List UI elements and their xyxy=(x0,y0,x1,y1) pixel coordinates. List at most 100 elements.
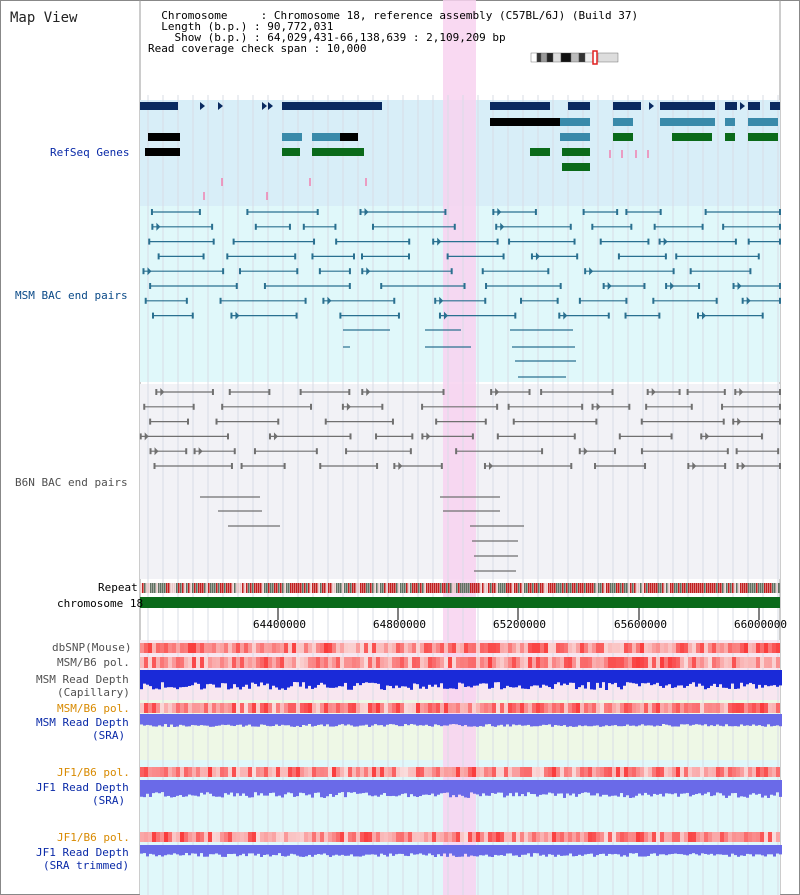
msm-depth-sra-bar xyxy=(602,714,605,727)
jf1-depth-trimmed-bar xyxy=(251,845,254,854)
jf1-b6-pol-trimmed-cell xyxy=(272,832,276,842)
b6n-bac-pair-arrow xyxy=(346,402,351,411)
msm-depth-sra-bar xyxy=(557,714,560,726)
b6n-bac-pair-end xyxy=(611,389,614,395)
jf1-depth-trimmed-bar xyxy=(599,845,602,854)
msm-bac-pair-end xyxy=(530,253,533,260)
msm-b6-pol-cell xyxy=(228,657,232,668)
gene-exon xyxy=(560,118,590,126)
jf1-depth-sra-bar xyxy=(224,780,227,794)
msm-b6-pol-cell xyxy=(628,657,632,668)
jf1-b6-pol-trimmed-cell xyxy=(384,832,388,842)
msm-b6-pol-cell xyxy=(596,657,600,668)
jf1-depth-trimmed-bar xyxy=(722,845,725,855)
b6n-bac-pair-end xyxy=(349,433,352,440)
jf1-depth-sra-bar xyxy=(317,780,320,793)
msm-b6-pol-cell xyxy=(144,657,148,668)
msm-depth-sra-label[interactable]: MSM Read Depth xyxy=(36,716,129,729)
jf1-depth-sra-bar xyxy=(530,780,533,794)
msm-bac-label[interactable]: MSM BAC end pairs xyxy=(15,289,128,302)
msm-b6-pol-cell xyxy=(560,657,564,668)
jf1-b6-pol-trimmed-cell xyxy=(260,832,264,842)
msm-depth-sra-bar xyxy=(230,714,233,726)
msm-depth-capillary-bar xyxy=(539,670,542,688)
jf1-b6-pol-cell xyxy=(212,767,216,777)
msm-depth-capillary-bar xyxy=(416,670,419,685)
repeat-mark xyxy=(748,583,750,593)
jf1-b6-pol-trimmed-cell xyxy=(764,832,768,842)
jf1-depth-sra-bar xyxy=(476,780,479,795)
msm-b6-pol-sra-cell xyxy=(664,703,668,713)
jf1-depth-sra-bar xyxy=(380,780,383,795)
msm-depth-capillary-bar xyxy=(473,670,476,686)
jf1-depth-sra-bar xyxy=(323,780,326,798)
jf1-depth-trimmed-bar xyxy=(575,845,578,857)
repeat-mark xyxy=(182,583,184,593)
repeat-mark xyxy=(462,583,464,593)
repeat-mark xyxy=(590,583,592,593)
jf1-depth-trimmed-bar xyxy=(590,845,593,854)
msm-bac-pair-end xyxy=(616,209,619,215)
jf1-b6-pol-cell xyxy=(752,767,756,777)
jf1-depth-trimmed-bar xyxy=(347,845,350,856)
jf1-depth-sra-bar xyxy=(752,780,755,794)
msm-b6-pol-sra-cell xyxy=(668,703,672,713)
repeat-mark xyxy=(404,583,406,593)
dbsnp-cell xyxy=(284,643,288,653)
msm-depth-capillary-bar xyxy=(260,670,263,683)
jf1-depth-sra-label[interactable]: JF1 Read Depth xyxy=(36,781,129,794)
dbsnp-cell xyxy=(248,643,252,653)
jf1-b6-pol-trimmed-cell xyxy=(412,832,416,842)
jf1-depth-sra-bar xyxy=(242,780,245,794)
dbsnp-label[interactable]: dbSNP(Mouse) xyxy=(52,641,132,654)
dbsnp-cell xyxy=(676,643,680,653)
jf1-depth-sra-bar xyxy=(167,780,170,796)
jf1-b6-pol-cell xyxy=(472,767,476,777)
jf1-b6-pol-trimmed-label[interactable]: JF1/B6 pol. xyxy=(57,831,130,844)
gene-exon xyxy=(613,102,641,110)
msm-depth-sra-bar xyxy=(779,714,782,727)
msm-b6-pol-sra-label[interactable]: MSM/B6 pol. xyxy=(57,702,130,715)
jf1-b6-pol-cell xyxy=(588,767,592,777)
jf1-depth-trimmed-label[interactable]: JF1 Read Depth xyxy=(36,846,129,859)
msm-bac-pair-end xyxy=(665,283,668,289)
msm-b6-pol-label[interactable]: MSM/B6 pol. xyxy=(57,656,130,669)
jf1-b6-pol-trimmed-cell xyxy=(680,832,684,842)
jf1-b6-pol-trimmed-cell xyxy=(148,832,152,842)
msm-b6-pol-sra-cell xyxy=(412,703,416,713)
gene-arrow xyxy=(268,102,273,110)
dbsnp-cell xyxy=(380,643,384,653)
jf1-b6-pol-trimmed-cell xyxy=(376,832,380,842)
msm-depth-capillary-label[interactable]: MSM Read Depth xyxy=(36,673,129,686)
msm-b6-pol-sra-cell xyxy=(340,703,344,713)
msm-depth-capillary-bar xyxy=(155,670,158,689)
jf1-b6-pol-label[interactable]: JF1/B6 pol. xyxy=(57,766,130,779)
jf1-b6-pol-cell xyxy=(208,767,212,777)
b6n-bac-pair-end xyxy=(193,448,196,455)
b6n-bac-label[interactable]: B6N BAC end pairs xyxy=(15,476,128,489)
msm-bac-pair-arrow xyxy=(497,208,502,216)
msm-b6-pol-sra-cell xyxy=(680,703,684,713)
refseq-genes-label[interactable]: RefSeq Genes xyxy=(50,146,130,159)
msm-b6-pol-sra-cell xyxy=(700,703,704,713)
jf1-depth-trimmed-bar xyxy=(665,845,668,856)
jf1-depth-trimmed-bar xyxy=(320,845,323,855)
msm-depth-sra-bar xyxy=(683,714,686,725)
msm-b6-pol-sra-cell xyxy=(696,703,700,713)
chromosome-label: chromosome 18 xyxy=(57,597,144,610)
msm-depth-sra-bar xyxy=(371,714,374,726)
jf1-depth-trimmed-bar xyxy=(398,845,401,854)
jf1-depth-trimmed-bar xyxy=(752,845,755,857)
jf1-depth-trimmed-bar xyxy=(671,845,674,854)
jf1-b6-pol-trimmed-cell xyxy=(672,832,676,842)
jf1-depth-sra-bar xyxy=(521,780,524,795)
msm-bac-pair-end xyxy=(664,253,667,260)
msm-depth-sra-bar xyxy=(428,714,431,727)
msm-depth-sra-bar xyxy=(752,714,755,725)
msm-depth-sra-bar xyxy=(320,714,323,725)
repeat-mark xyxy=(442,583,444,593)
dbsnp-cell xyxy=(268,643,272,653)
jf1-depth-sra-bar xyxy=(386,780,389,796)
dbsnp-cell xyxy=(656,643,660,653)
repeat-mark xyxy=(418,583,420,593)
